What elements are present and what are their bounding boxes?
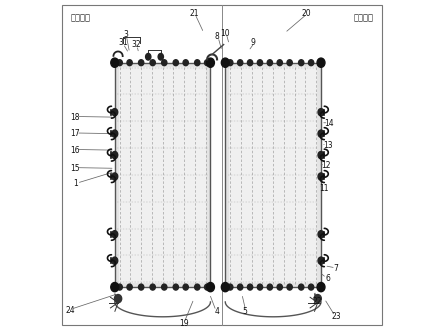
Ellipse shape bbox=[287, 284, 292, 290]
Text: 1: 1 bbox=[73, 179, 78, 188]
Text: 23: 23 bbox=[331, 312, 341, 321]
Ellipse shape bbox=[139, 284, 144, 290]
Ellipse shape bbox=[318, 173, 324, 180]
Text: 24: 24 bbox=[65, 306, 75, 315]
Text: 22: 22 bbox=[313, 297, 322, 307]
Ellipse shape bbox=[258, 284, 262, 290]
Ellipse shape bbox=[317, 282, 325, 292]
Ellipse shape bbox=[111, 58, 119, 67]
Ellipse shape bbox=[258, 60, 262, 66]
Text: 21: 21 bbox=[189, 9, 199, 18]
Ellipse shape bbox=[298, 284, 304, 290]
Text: 3: 3 bbox=[124, 30, 129, 39]
Ellipse shape bbox=[222, 282, 229, 292]
Ellipse shape bbox=[318, 130, 324, 137]
Ellipse shape bbox=[277, 284, 282, 290]
Text: 20: 20 bbox=[301, 9, 311, 18]
Text: 10: 10 bbox=[221, 28, 230, 38]
Ellipse shape bbox=[112, 257, 118, 264]
Ellipse shape bbox=[228, 284, 233, 290]
Text: 8: 8 bbox=[215, 32, 219, 41]
Ellipse shape bbox=[222, 58, 229, 67]
Text: 7: 7 bbox=[333, 264, 338, 274]
Ellipse shape bbox=[112, 173, 118, 180]
Ellipse shape bbox=[146, 53, 151, 60]
Ellipse shape bbox=[318, 109, 324, 116]
Ellipse shape bbox=[238, 284, 243, 290]
Ellipse shape bbox=[173, 60, 178, 66]
Ellipse shape bbox=[206, 282, 214, 292]
Bar bbox=[225, 63, 321, 287]
Ellipse shape bbox=[247, 284, 253, 290]
Ellipse shape bbox=[117, 60, 123, 66]
Ellipse shape bbox=[318, 151, 324, 159]
Ellipse shape bbox=[318, 231, 324, 238]
Text: 11: 11 bbox=[320, 183, 329, 193]
Text: 13: 13 bbox=[323, 141, 333, 150]
Text: 15: 15 bbox=[70, 164, 80, 173]
Text: 32: 32 bbox=[131, 40, 141, 49]
Ellipse shape bbox=[238, 60, 243, 66]
Ellipse shape bbox=[183, 60, 188, 66]
Ellipse shape bbox=[112, 231, 118, 238]
Ellipse shape bbox=[318, 257, 324, 264]
Ellipse shape bbox=[173, 284, 178, 290]
Bar bbox=[115, 63, 210, 287]
Ellipse shape bbox=[205, 60, 210, 66]
Text: 5: 5 bbox=[243, 307, 248, 316]
Ellipse shape bbox=[309, 60, 314, 66]
Ellipse shape bbox=[112, 130, 118, 137]
Ellipse shape bbox=[150, 60, 155, 66]
Ellipse shape bbox=[183, 284, 188, 290]
Text: 出水部分: 出水部分 bbox=[70, 13, 90, 22]
Ellipse shape bbox=[277, 60, 282, 66]
Bar bbox=[119, 67, 206, 283]
Text: 17: 17 bbox=[70, 129, 80, 138]
Text: 9: 9 bbox=[251, 38, 256, 48]
Ellipse shape bbox=[150, 284, 155, 290]
Text: 12: 12 bbox=[321, 160, 331, 170]
Ellipse shape bbox=[206, 58, 214, 67]
Ellipse shape bbox=[115, 294, 122, 303]
Ellipse shape bbox=[139, 60, 144, 66]
Ellipse shape bbox=[298, 60, 304, 66]
Ellipse shape bbox=[267, 60, 273, 66]
Ellipse shape bbox=[194, 60, 200, 66]
Bar bbox=[229, 67, 317, 283]
Ellipse shape bbox=[309, 284, 314, 290]
Ellipse shape bbox=[112, 109, 118, 116]
Text: 6: 6 bbox=[325, 274, 330, 283]
Ellipse shape bbox=[194, 284, 200, 290]
Ellipse shape bbox=[317, 58, 325, 67]
Text: 14: 14 bbox=[325, 119, 334, 128]
Ellipse shape bbox=[111, 282, 119, 292]
Ellipse shape bbox=[228, 60, 233, 66]
Ellipse shape bbox=[117, 284, 123, 290]
Ellipse shape bbox=[127, 60, 132, 66]
Ellipse shape bbox=[158, 53, 163, 60]
Text: 16: 16 bbox=[70, 146, 80, 155]
Text: 18: 18 bbox=[71, 113, 80, 122]
Ellipse shape bbox=[267, 284, 273, 290]
Text: 19: 19 bbox=[179, 319, 189, 328]
Ellipse shape bbox=[314, 294, 321, 303]
Text: 进水部分: 进水部分 bbox=[354, 13, 374, 22]
Ellipse shape bbox=[127, 284, 132, 290]
Ellipse shape bbox=[247, 60, 253, 66]
Ellipse shape bbox=[287, 60, 292, 66]
Ellipse shape bbox=[162, 60, 167, 66]
Ellipse shape bbox=[162, 284, 167, 290]
Ellipse shape bbox=[205, 284, 210, 290]
Text: 31: 31 bbox=[118, 38, 128, 48]
Ellipse shape bbox=[112, 151, 118, 159]
Text: 4: 4 bbox=[214, 307, 219, 316]
